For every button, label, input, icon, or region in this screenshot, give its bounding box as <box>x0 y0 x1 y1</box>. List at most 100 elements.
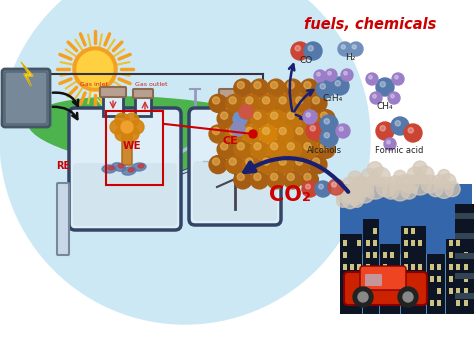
FancyBboxPatch shape <box>343 240 347 246</box>
Circle shape <box>259 94 277 112</box>
Circle shape <box>296 97 303 104</box>
Circle shape <box>239 105 253 119</box>
FancyBboxPatch shape <box>110 121 124 132</box>
Circle shape <box>284 79 302 97</box>
FancyBboxPatch shape <box>455 213 474 219</box>
FancyBboxPatch shape <box>343 276 347 282</box>
Circle shape <box>271 173 278 180</box>
Circle shape <box>271 143 278 150</box>
Circle shape <box>369 75 372 79</box>
FancyBboxPatch shape <box>373 276 377 282</box>
FancyBboxPatch shape <box>418 240 422 246</box>
Circle shape <box>353 287 373 307</box>
Circle shape <box>192 141 198 147</box>
Ellipse shape <box>108 166 114 170</box>
Circle shape <box>421 175 439 193</box>
Circle shape <box>267 171 285 189</box>
Circle shape <box>237 82 245 89</box>
FancyBboxPatch shape <box>404 228 408 234</box>
Circle shape <box>392 73 404 85</box>
FancyBboxPatch shape <box>350 288 354 294</box>
FancyBboxPatch shape <box>350 264 354 270</box>
FancyBboxPatch shape <box>57 183 69 255</box>
Circle shape <box>376 177 396 197</box>
Text: CH₄: CH₄ <box>377 102 393 111</box>
Circle shape <box>319 184 323 189</box>
Circle shape <box>125 127 139 141</box>
Circle shape <box>130 120 144 134</box>
FancyBboxPatch shape <box>343 288 347 294</box>
FancyBboxPatch shape <box>366 264 370 270</box>
FancyBboxPatch shape <box>383 252 387 258</box>
Circle shape <box>250 79 268 97</box>
Circle shape <box>324 119 329 124</box>
FancyBboxPatch shape <box>350 300 354 306</box>
FancyBboxPatch shape <box>449 264 453 270</box>
Circle shape <box>317 72 320 76</box>
Circle shape <box>296 127 303 135</box>
Circle shape <box>267 140 285 158</box>
Circle shape <box>407 167 423 183</box>
Circle shape <box>306 122 324 140</box>
Circle shape <box>115 127 129 141</box>
FancyBboxPatch shape <box>365 274 382 286</box>
Circle shape <box>390 181 410 201</box>
Circle shape <box>279 127 286 135</box>
Circle shape <box>218 143 223 148</box>
FancyBboxPatch shape <box>366 252 370 258</box>
Circle shape <box>366 73 378 85</box>
FancyBboxPatch shape <box>343 252 347 258</box>
FancyBboxPatch shape <box>437 264 441 270</box>
FancyBboxPatch shape <box>418 300 422 306</box>
FancyBboxPatch shape <box>383 276 387 282</box>
Circle shape <box>287 112 294 119</box>
FancyBboxPatch shape <box>340 184 472 314</box>
Text: C₂H₄: C₂H₄ <box>323 94 343 103</box>
FancyBboxPatch shape <box>430 300 434 306</box>
Circle shape <box>242 156 260 173</box>
Circle shape <box>77 51 113 87</box>
FancyBboxPatch shape <box>430 276 434 282</box>
FancyBboxPatch shape <box>340 234 362 314</box>
FancyBboxPatch shape <box>401 226 426 314</box>
FancyBboxPatch shape <box>344 272 427 305</box>
Circle shape <box>445 181 460 196</box>
Circle shape <box>246 97 253 104</box>
FancyBboxPatch shape <box>100 87 126 97</box>
FancyBboxPatch shape <box>142 121 156 132</box>
Circle shape <box>292 94 310 112</box>
Circle shape <box>304 143 311 150</box>
Text: Gas outlet: Gas outlet <box>135 82 167 87</box>
Text: CO: CO <box>300 56 313 65</box>
Circle shape <box>212 158 219 165</box>
Circle shape <box>271 112 278 119</box>
Circle shape <box>314 70 326 82</box>
Circle shape <box>328 72 331 75</box>
Circle shape <box>320 143 328 150</box>
Circle shape <box>267 79 285 97</box>
Circle shape <box>380 126 385 131</box>
Ellipse shape <box>102 165 116 173</box>
Circle shape <box>380 82 385 87</box>
Circle shape <box>341 69 353 81</box>
FancyBboxPatch shape <box>363 219 379 314</box>
FancyBboxPatch shape <box>357 240 361 246</box>
Ellipse shape <box>118 164 124 168</box>
FancyBboxPatch shape <box>383 288 387 294</box>
Ellipse shape <box>138 164 144 168</box>
Circle shape <box>271 82 278 89</box>
Circle shape <box>301 140 319 158</box>
FancyBboxPatch shape <box>5 72 47 124</box>
Circle shape <box>401 183 417 199</box>
FancyBboxPatch shape <box>373 252 377 258</box>
Circle shape <box>363 175 387 199</box>
FancyBboxPatch shape <box>366 288 370 294</box>
Circle shape <box>312 127 319 135</box>
FancyBboxPatch shape <box>455 253 474 259</box>
Circle shape <box>413 161 427 175</box>
Circle shape <box>263 97 270 104</box>
FancyBboxPatch shape <box>360 266 406 290</box>
Circle shape <box>115 113 129 127</box>
Circle shape <box>316 80 334 98</box>
Circle shape <box>234 140 252 158</box>
